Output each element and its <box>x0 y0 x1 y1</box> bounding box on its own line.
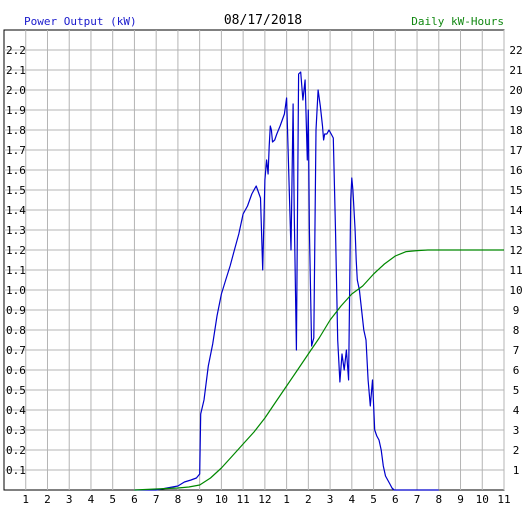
left-tick-label: 0.8 <box>6 324 26 337</box>
left-tick-label: 1.4 <box>6 204 26 217</box>
power-output-line <box>134 71 439 491</box>
right-tick-label: 9 <box>513 304 520 317</box>
right-tick-label: 14 <box>509 204 523 217</box>
left-tick-label: 0.2 <box>6 444 26 457</box>
x-tick-label: 4 <box>88 493 95 506</box>
left-tick-label: 1.7 <box>6 144 26 157</box>
right-tick-label: 3 <box>513 424 520 437</box>
x-tick-label: 8 <box>435 493 442 506</box>
right-tick-label: 7 <box>513 344 520 357</box>
right-tick-label: 4 <box>513 404 520 417</box>
right-axis-label: Daily kW-Hours <box>411 15 504 28</box>
right-tick-label: 20 <box>509 84 522 97</box>
right-tick-label: 12 <box>509 244 522 257</box>
x-tick-label: 10 <box>215 493 228 506</box>
right-tick-label: 10 <box>509 284 522 297</box>
chart-date: 08/17/2018 <box>224 13 302 28</box>
x-tick-label: 5 <box>370 493 377 506</box>
x-tick-label: 2 <box>44 493 51 506</box>
left-tick-label: 0.7 <box>6 344 26 357</box>
right-tick-label: 6 <box>513 364 520 377</box>
grid-lines <box>4 30 505 490</box>
right-tick-label: 19 <box>509 104 522 117</box>
x-tick-label: 3 <box>66 493 73 506</box>
left-tick-label: 1.0 <box>6 284 26 297</box>
right-tick-label: 18 <box>509 124 522 137</box>
left-axis-label: Power Output (kW) <box>24 15 137 28</box>
left-tick-label: 1.8 <box>6 124 26 137</box>
left-tick-label: 1.2 <box>6 244 26 257</box>
right-tick-label: 17 <box>509 144 522 157</box>
plot-area <box>3 29 505 491</box>
right-tick-label: 15 <box>509 184 522 197</box>
left-tick-label: 0.9 <box>6 304 26 317</box>
left-tick-label: 0.1 <box>6 464 26 477</box>
left-tick-label: 0.4 <box>6 404 26 417</box>
right-tick-label: 21 <box>509 64 522 77</box>
left-tick-label: 2.1 <box>6 64 26 77</box>
left-tick-label: 1.3 <box>6 224 26 237</box>
x-tick-label: 9 <box>196 493 203 506</box>
right-tick-label: 22 <box>509 44 522 57</box>
right-tick-label: 8 <box>513 324 520 337</box>
right-tick-label: 1 <box>513 464 520 477</box>
right-tick-label: 13 <box>509 224 522 237</box>
x-tick-label: 10 <box>476 493 489 506</box>
right-tick-label: 5 <box>513 384 520 397</box>
x-tick-label: 8 <box>175 493 182 506</box>
left-tick-label: 1.9 <box>6 104 26 117</box>
x-tick-label: 12 <box>258 493 271 506</box>
x-tick-label: 3 <box>327 493 334 506</box>
left-tick-label: 2.2 <box>6 44 26 57</box>
x-tick-label: 11 <box>237 493 250 506</box>
x-tick-label: 1 <box>283 493 290 506</box>
daily-kwh-line <box>134 249 504 491</box>
right-tick-label: 11 <box>509 264 522 277</box>
x-tick-label: 1 <box>22 493 29 506</box>
right-tick-label: 16 <box>509 164 522 177</box>
tick-labels: 1 2 3 4 5 6 7 8 9 10 11 12 1 2 3 4 5 6 7 8 9 10 110.10.20.30.4… <box>6 44 523 506</box>
left-tick-label: 0.3 <box>6 424 26 437</box>
left-tick-label: 0.6 <box>6 364 26 377</box>
x-tick-label: 9 <box>457 493 464 506</box>
right-tick-label: 2 <box>513 444 520 457</box>
x-tick-label: 6 <box>392 493 399 506</box>
left-tick-label: 1.1 <box>6 264 26 277</box>
left-tick-label: 2.0 <box>6 84 26 97</box>
left-tick-label: 0.5 <box>6 384 26 397</box>
x-tick-label: 7 <box>153 493 160 506</box>
x-tick-label: 6 <box>131 493 138 506</box>
left-tick-label: 1.6 <box>6 164 26 177</box>
x-tick-label: 7 <box>414 493 421 506</box>
x-tick-label: 5 <box>109 493 116 506</box>
series-layer <box>134 71 504 491</box>
x-tick-label: 4 <box>349 493 356 506</box>
x-tick-label: 2 <box>305 493 312 506</box>
x-tick-label: 11 <box>497 493 510 506</box>
left-tick-label: 1.5 <box>6 184 26 197</box>
